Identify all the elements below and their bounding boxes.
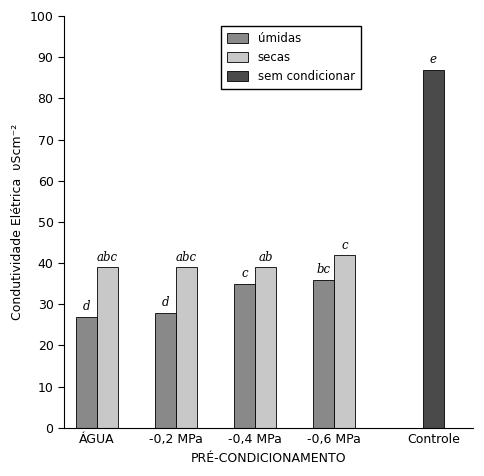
Bar bbox=[334, 255, 355, 428]
Text: ab: ab bbox=[258, 251, 273, 264]
Y-axis label: Condutividade Elétrica  υScm⁻²: Condutividade Elétrica υScm⁻² bbox=[11, 124, 24, 320]
Bar bbox=[76, 317, 97, 428]
Text: e: e bbox=[430, 53, 437, 66]
Legend: úmidas, secas, sem condicionar: úmidas, secas, sem condicionar bbox=[221, 26, 361, 89]
Bar bbox=[313, 279, 334, 428]
Bar bbox=[155, 313, 176, 428]
Text: c: c bbox=[342, 238, 348, 252]
Text: c: c bbox=[242, 268, 248, 280]
Bar bbox=[234, 284, 255, 428]
Bar bbox=[176, 267, 197, 428]
Text: d: d bbox=[162, 296, 169, 309]
Text: d: d bbox=[83, 300, 90, 313]
Bar bbox=[97, 267, 118, 428]
Text: bc: bc bbox=[317, 263, 331, 276]
Text: abc: abc bbox=[97, 251, 118, 264]
X-axis label: PRÉ-CONDICIONAMENTO: PRÉ-CONDICIONAMENTO bbox=[191, 452, 346, 465]
Bar bbox=[423, 69, 444, 428]
Bar bbox=[255, 267, 276, 428]
Text: abc: abc bbox=[176, 251, 197, 264]
